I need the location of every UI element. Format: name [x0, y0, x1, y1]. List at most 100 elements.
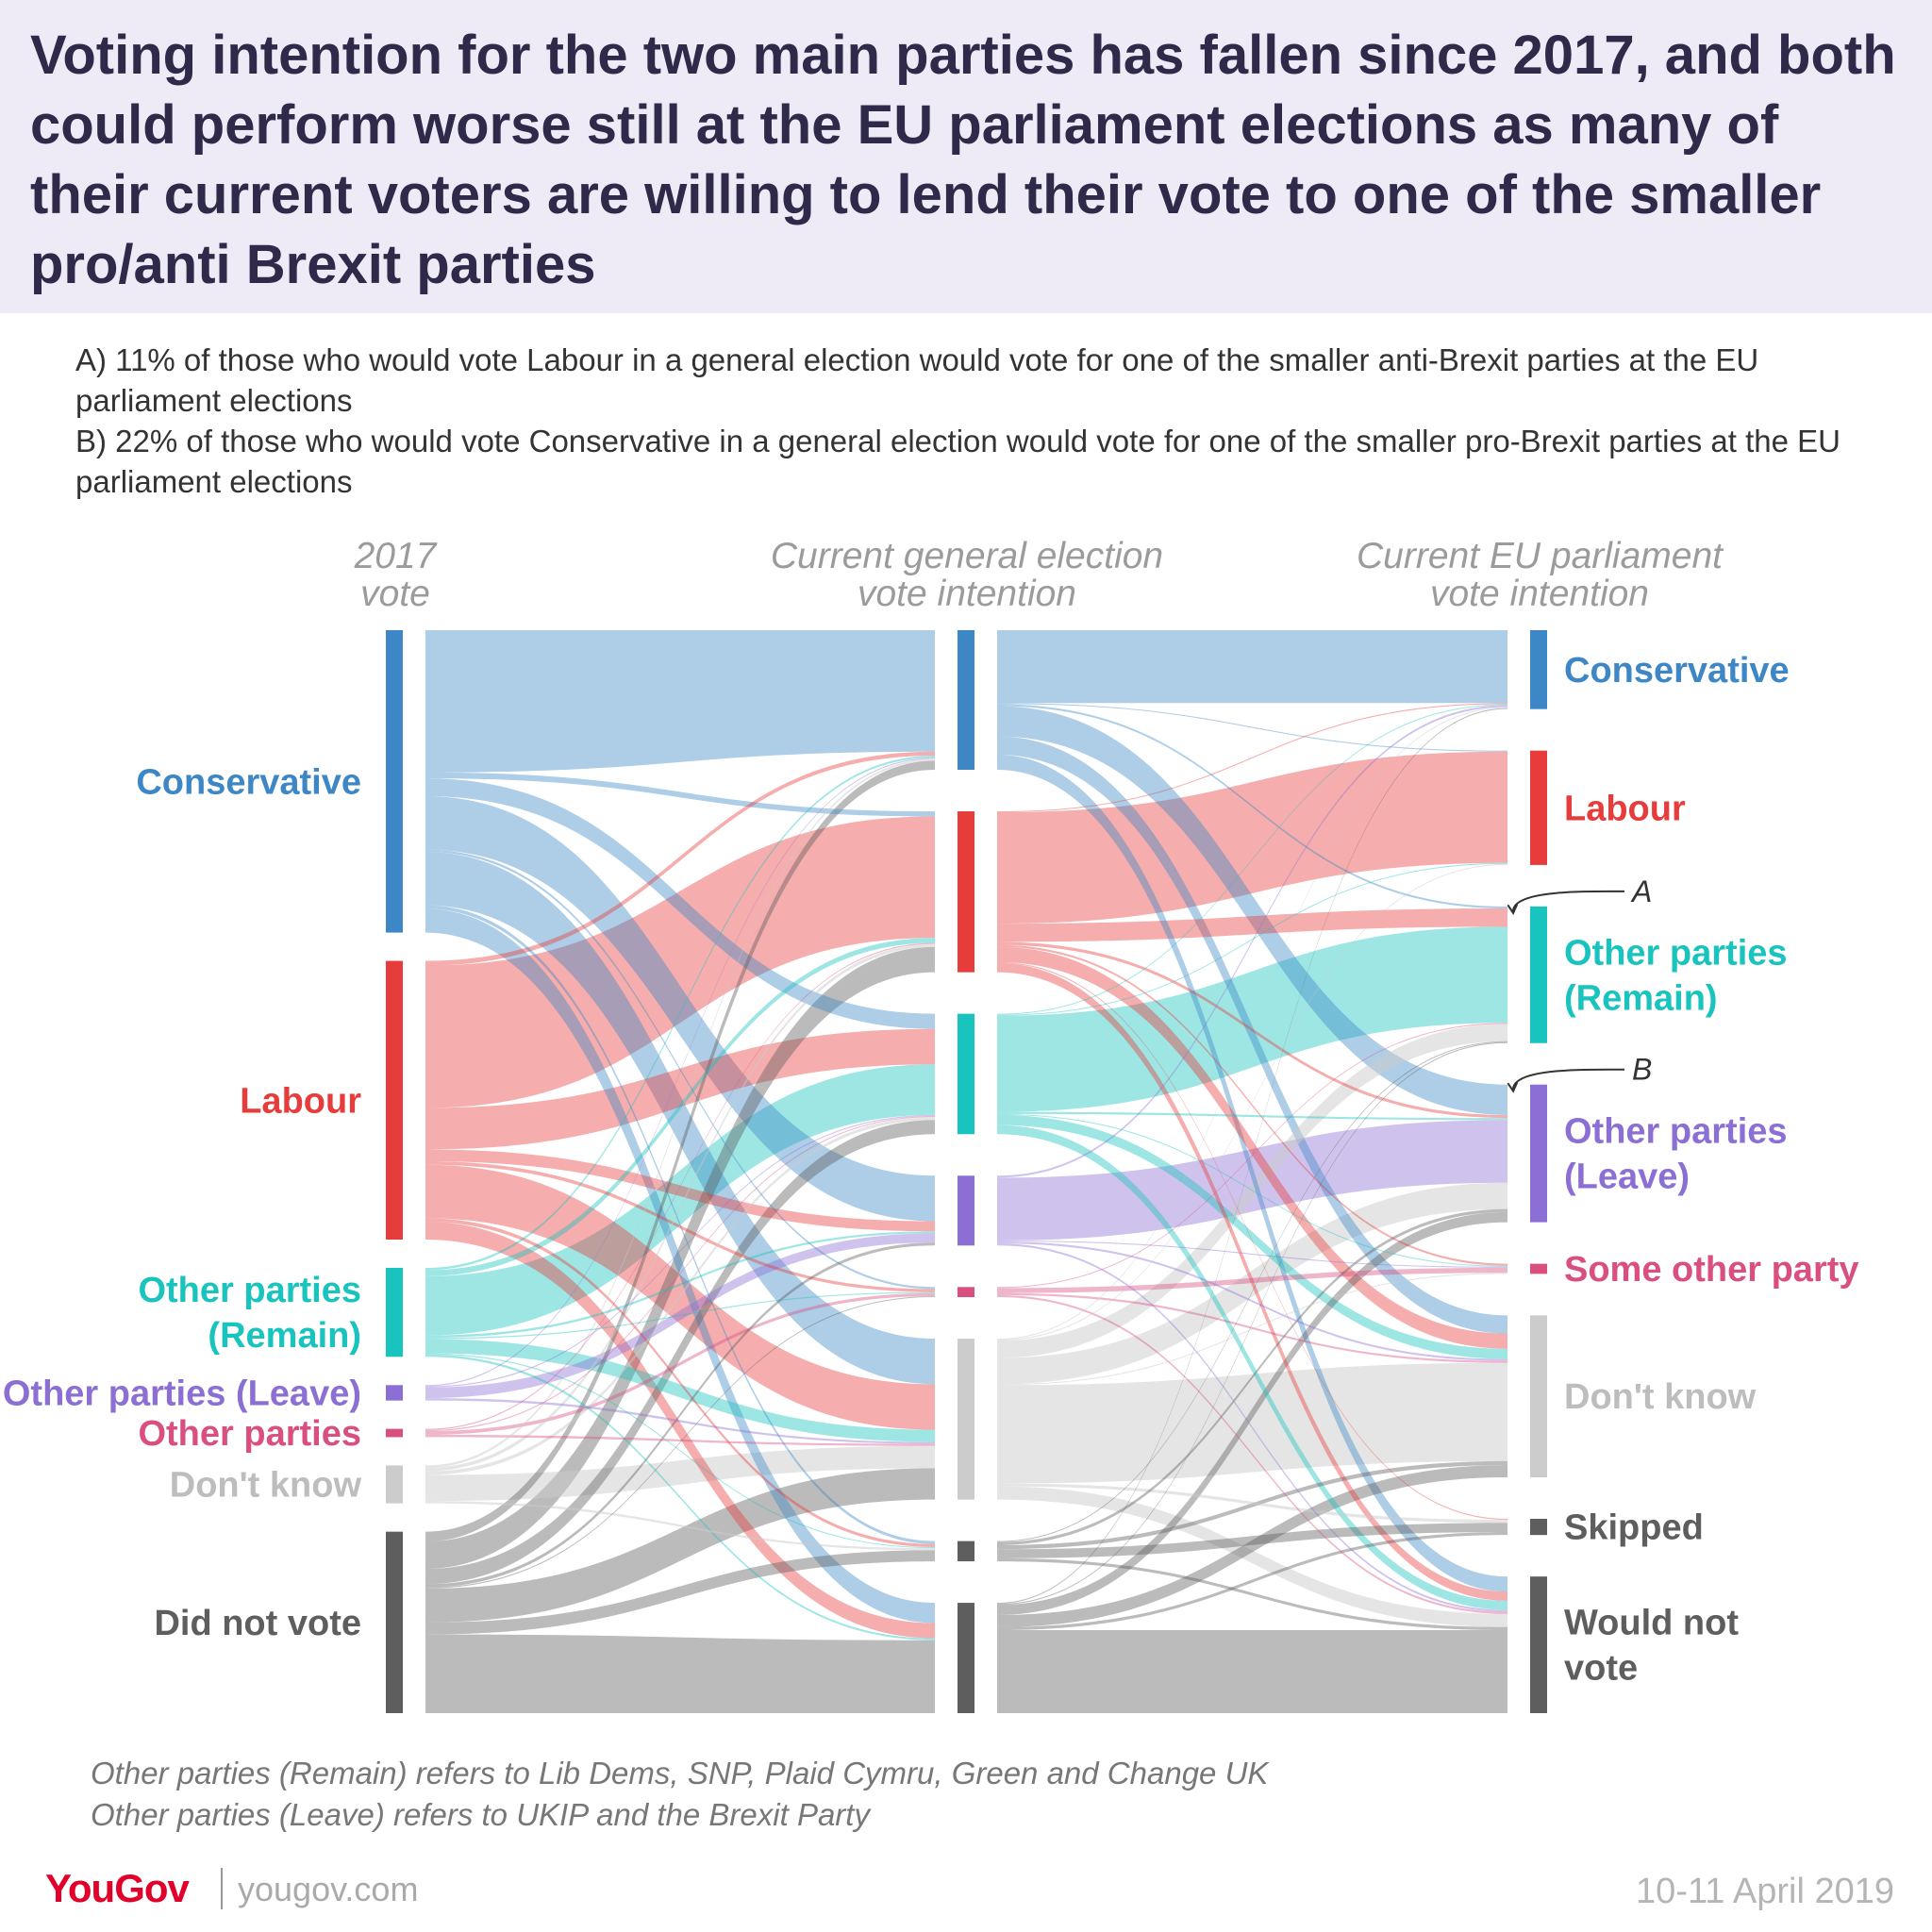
flow-con17-dkG — [425, 852, 935, 1385]
node-bar-labE — [1530, 750, 1547, 865]
flow-remG-labE — [997, 862, 1507, 1016]
column-title-c2017-1: 2017 — [354, 536, 438, 576]
node-label-skE: Skipped — [1564, 1508, 1704, 1548]
node-label-remE: (Remain) — [1564, 978, 1718, 1018]
flow-con17-wnvG — [425, 908, 935, 1624]
flow-skG-remE — [997, 1041, 1507, 1542]
annotation-arrow-A — [1513, 890, 1625, 912]
node-bar-rem17 — [386, 1268, 403, 1357]
flow-labG-wnvE — [997, 962, 1507, 1601]
flow-othG-wnvE — [997, 1294, 1507, 1614]
node-label-wnvE: Would not — [1564, 1604, 1739, 1643]
flow-othG-dkE — [997, 1292, 1507, 1363]
flow-labG-labE — [997, 751, 1507, 924]
node-bar-wnvE — [1530, 1576, 1547, 1713]
flow-wnvG-wnvE — [997, 1630, 1507, 1713]
node-bar-skG — [958, 1541, 974, 1562]
column-title-ceu-2: vote intention — [1430, 574, 1649, 614]
node-bar-oth17 — [386, 1428, 403, 1438]
flow-dnv17-wnvG — [425, 1634, 935, 1713]
node-bar-leaG — [958, 1175, 974, 1246]
node-label-con17: Conservative — [136, 762, 361, 802]
flow-labG-dkE — [997, 946, 1507, 1349]
column-title-cge-2: vote intention — [858, 574, 1076, 614]
flow-lea17-remG — [425, 1114, 935, 1388]
flow-dnv17-conG — [425, 760, 935, 1542]
column-title-c2017-2: vote — [360, 574, 430, 614]
node-label-labE: Labour — [1564, 789, 1686, 828]
flow-wnvG-remE — [997, 1041, 1507, 1606]
node-label-dk17: Don't know — [170, 1466, 362, 1506]
flow-dkG-dkE — [997, 1362, 1507, 1484]
flow-dkG-leaE — [997, 1182, 1507, 1385]
annotation-arrow-B — [1513, 1068, 1625, 1091]
flow-remG-wnvE — [997, 1124, 1507, 1610]
node-label-remE: Other parties — [1564, 933, 1788, 973]
node-bar-con17 — [386, 630, 403, 933]
flow-leaG-wnvE — [997, 1243, 1507, 1612]
flow-labG-skE — [997, 961, 1507, 1521]
flow-conG-wnvE — [997, 754, 1507, 1592]
node-bar-labG — [958, 811, 974, 973]
flow-leaG-leaE — [997, 1120, 1507, 1241]
footer-divider — [221, 1868, 223, 1909]
node-label-wnvE: vote — [1564, 1649, 1638, 1689]
flow-lab17-conG — [425, 751, 935, 966]
flow-dk17-labG — [425, 943, 935, 1472]
flow-dnv17-remG — [425, 1120, 935, 1585]
flow-labG-othE — [997, 944, 1507, 1266]
node-label-lab17: Labour — [240, 1081, 361, 1121]
chart-title: Voting intention for the two main partie… — [30, 25, 1896, 295]
node-bar-dkE — [1530, 1315, 1547, 1478]
node-bar-lab17 — [386, 960, 403, 1240]
footnote-leave: Other parties (Leave) refers to UKIP and… — [91, 1797, 870, 1832]
website-link[interactable]: yougov.com — [238, 1870, 419, 1908]
flow-wnvG-leaE — [997, 1211, 1507, 1615]
flow-con17-skG — [425, 905, 935, 1544]
annotation-letter-A: A — [1630, 874, 1652, 908]
flow-wnvG-dkE — [997, 1465, 1507, 1627]
node-bar-othE — [1530, 1263, 1547, 1274]
flow-conG-dkE — [997, 736, 1507, 1334]
flow-dnv17-labG — [425, 946, 935, 1570]
flow-skG-dkE — [997, 1460, 1507, 1550]
flow-rem17-conG — [425, 756, 935, 1271]
node-bar-othG — [958, 1287, 974, 1298]
flow-dnv17-leaG — [425, 1242, 935, 1588]
flow-leaG-conE — [997, 705, 1507, 1178]
survey-date: 10-11 April 2019 — [1636, 1872, 1894, 1911]
node-bar-wnvG — [958, 1603, 974, 1713]
node-label-dkE: Don't know — [1564, 1377, 1757, 1417]
flow-skG-skE — [997, 1523, 1507, 1558]
node-bar-remG — [958, 1013, 974, 1135]
header-band: Voting intention for the two main partie… — [0, 0, 1932, 313]
node-bar-dnv17 — [386, 1531, 403, 1713]
flow-dnv17-dkG — [425, 1468, 935, 1623]
flow-rem17-remG — [425, 1064, 935, 1336]
flow-skG-wnvE — [997, 1557, 1507, 1631]
flow-othG-othE — [997, 1267, 1507, 1293]
flow-remG-dkE — [997, 1114, 1507, 1359]
flow-conG-remE — [997, 704, 1507, 909]
flow-dk17-skG — [425, 1501, 935, 1551]
annotation-letter-B: B — [1632, 1053, 1652, 1087]
flow-lea17-dkG — [425, 1398, 935, 1444]
flow-rem17-othG — [425, 1291, 935, 1340]
flow-remG-leaE — [997, 1111, 1507, 1121]
column-title-ceu-1: Current EU parliament — [1357, 536, 1724, 576]
flow-rem17-labG — [425, 938, 935, 1276]
flow-lea17-leaG — [425, 1233, 935, 1399]
flow-dnv17-skG — [425, 1550, 935, 1635]
flow-labG-leaE — [997, 941, 1507, 1119]
flow-labG-conE — [997, 703, 1507, 813]
flow-remG-remE — [997, 926, 1507, 1112]
node-label-rem17: (Remain) — [208, 1316, 361, 1356]
column-title-cge-1: Current general election — [771, 536, 1163, 576]
node-label-leaE: (Leave) — [1564, 1158, 1690, 1197]
node-bar-remE — [1530, 906, 1547, 1043]
node-label-lea17: Other parties (Leave) — [3, 1374, 361, 1413]
node-bar-conG — [958, 630, 974, 771]
flow-leaG-othE — [997, 1240, 1507, 1268]
flow-lab17-remG — [425, 1028, 935, 1150]
